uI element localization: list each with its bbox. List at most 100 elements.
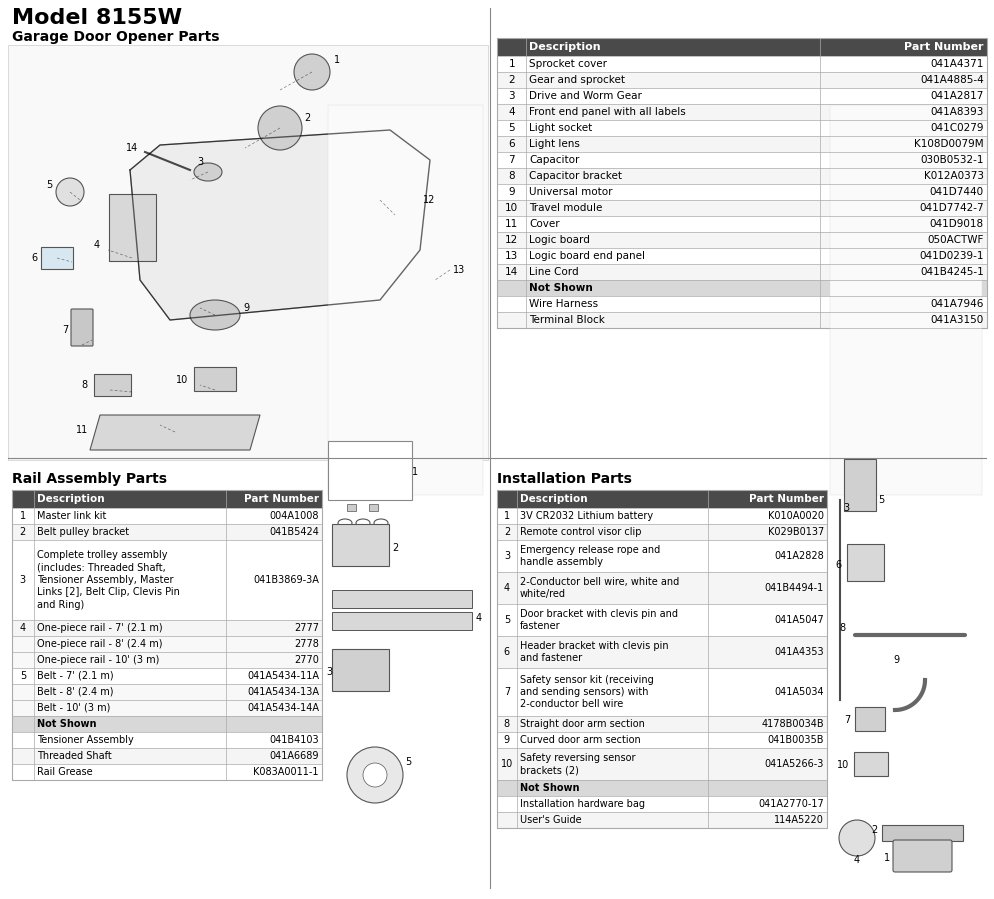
FancyBboxPatch shape xyxy=(328,441,412,500)
Text: 5: 5 xyxy=(878,495,885,505)
Text: Sprocket cover: Sprocket cover xyxy=(530,59,607,69)
FancyBboxPatch shape xyxy=(12,524,322,540)
Text: 114A5220: 114A5220 xyxy=(774,815,824,825)
Text: 041D7742-7: 041D7742-7 xyxy=(919,203,984,213)
Text: 3V CR2032 Lithium battery: 3V CR2032 Lithium battery xyxy=(520,511,653,521)
Text: 8: 8 xyxy=(508,171,515,181)
FancyBboxPatch shape xyxy=(497,56,987,72)
FancyBboxPatch shape xyxy=(71,309,93,346)
Text: Model 8155W: Model 8155W xyxy=(12,8,182,28)
FancyBboxPatch shape xyxy=(399,204,451,271)
Text: Straight door arm section: Straight door arm section xyxy=(520,719,645,729)
FancyBboxPatch shape xyxy=(8,45,488,460)
Text: Master link kit: Master link kit xyxy=(37,511,106,521)
Text: 1: 1 xyxy=(334,55,340,65)
FancyBboxPatch shape xyxy=(12,716,322,732)
FancyBboxPatch shape xyxy=(194,367,236,391)
Text: 14: 14 xyxy=(505,267,518,277)
Text: 7: 7 xyxy=(508,155,515,165)
Circle shape xyxy=(294,54,330,90)
Text: Installation hardware bag: Installation hardware bag xyxy=(520,799,645,809)
Text: 5: 5 xyxy=(405,757,412,767)
Text: Travel module: Travel module xyxy=(530,203,602,213)
FancyBboxPatch shape xyxy=(12,620,322,636)
Text: 1: 1 xyxy=(20,511,26,521)
FancyBboxPatch shape xyxy=(497,812,827,828)
FancyBboxPatch shape xyxy=(497,72,987,88)
FancyBboxPatch shape xyxy=(332,524,389,566)
Text: Not Shown: Not Shown xyxy=(520,783,580,793)
FancyBboxPatch shape xyxy=(497,796,827,812)
Text: 041A2817: 041A2817 xyxy=(930,91,984,101)
Ellipse shape xyxy=(194,163,222,181)
Text: 041A5034: 041A5034 xyxy=(774,687,824,697)
Text: 3: 3 xyxy=(504,551,510,561)
Text: 7: 7 xyxy=(504,687,510,697)
Text: 041C0279: 041C0279 xyxy=(930,123,984,133)
Text: 7: 7 xyxy=(62,325,68,335)
FancyBboxPatch shape xyxy=(844,459,876,511)
Text: Universal motor: Universal motor xyxy=(530,187,613,197)
Text: 4178B0034B: 4178B0034B xyxy=(761,719,824,729)
Text: Threaded Shaft: Threaded Shaft xyxy=(37,751,111,761)
FancyBboxPatch shape xyxy=(497,572,827,604)
Text: Cover: Cover xyxy=(530,219,560,229)
FancyBboxPatch shape xyxy=(497,748,827,780)
Text: Capacitor: Capacitor xyxy=(530,155,580,165)
FancyBboxPatch shape xyxy=(497,508,827,524)
Text: 030B0532-1: 030B0532-1 xyxy=(920,155,984,165)
Text: Complete trolley assembly
(includes: Threaded Shaft,
Tensioner Assembly, Master
: Complete trolley assembly (includes: Thr… xyxy=(37,550,180,610)
Text: 14: 14 xyxy=(126,143,138,153)
Text: 041B0035B: 041B0035B xyxy=(767,735,824,745)
Text: One-piece rail - 8' (2.4 m): One-piece rail - 8' (2.4 m) xyxy=(37,639,162,649)
Text: K108D0079M: K108D0079M xyxy=(914,139,984,149)
Text: K012A0373: K012A0373 xyxy=(924,171,984,181)
Text: 004A1008: 004A1008 xyxy=(269,511,319,521)
FancyBboxPatch shape xyxy=(12,764,322,780)
FancyBboxPatch shape xyxy=(328,105,483,495)
Circle shape xyxy=(839,820,875,856)
Text: 041A2828: 041A2828 xyxy=(774,551,824,561)
Text: Header bracket with clevis pin
and fastener: Header bracket with clevis pin and faste… xyxy=(520,641,668,663)
Text: 2: 2 xyxy=(504,527,510,537)
FancyBboxPatch shape xyxy=(12,748,322,764)
FancyBboxPatch shape xyxy=(12,490,322,508)
Text: 8: 8 xyxy=(504,719,510,729)
Text: Remote control visor clip: Remote control visor clip xyxy=(520,527,641,537)
Text: 10: 10 xyxy=(176,375,188,385)
FancyBboxPatch shape xyxy=(12,508,322,524)
FancyBboxPatch shape xyxy=(347,503,356,511)
FancyBboxPatch shape xyxy=(497,216,987,232)
Text: 6: 6 xyxy=(508,139,515,149)
FancyBboxPatch shape xyxy=(497,38,987,56)
Text: Logic board: Logic board xyxy=(530,235,590,245)
FancyBboxPatch shape xyxy=(332,612,472,630)
Text: One-piece rail - 7' (2.1 m): One-piece rail - 7' (2.1 m) xyxy=(37,623,162,633)
Circle shape xyxy=(56,178,84,206)
Text: 2770: 2770 xyxy=(294,655,319,665)
Text: Description: Description xyxy=(37,494,104,504)
FancyBboxPatch shape xyxy=(497,732,827,748)
Text: Light lens: Light lens xyxy=(530,139,580,149)
Text: Description: Description xyxy=(520,494,587,504)
Text: 10: 10 xyxy=(501,759,513,769)
Text: K083A0011-1: K083A0011-1 xyxy=(253,767,319,777)
FancyBboxPatch shape xyxy=(497,152,987,168)
Text: 4: 4 xyxy=(854,855,860,865)
FancyBboxPatch shape xyxy=(12,700,322,716)
Text: 1: 1 xyxy=(504,511,510,521)
FancyBboxPatch shape xyxy=(332,649,389,691)
Text: 2: 2 xyxy=(872,825,878,835)
Text: 4: 4 xyxy=(508,107,515,117)
Text: 3: 3 xyxy=(508,91,515,101)
Text: 5: 5 xyxy=(504,615,510,625)
Text: 6: 6 xyxy=(32,253,38,263)
Text: 2: 2 xyxy=(304,113,310,123)
Text: 041A5434-14A: 041A5434-14A xyxy=(247,703,319,713)
Text: Tensioner Assembly: Tensioner Assembly xyxy=(37,735,133,745)
Text: 10: 10 xyxy=(837,760,849,770)
Text: 12: 12 xyxy=(505,235,518,245)
Text: Belt pulley bracket: Belt pulley bracket xyxy=(37,527,129,537)
FancyBboxPatch shape xyxy=(12,540,322,620)
FancyBboxPatch shape xyxy=(12,652,322,668)
